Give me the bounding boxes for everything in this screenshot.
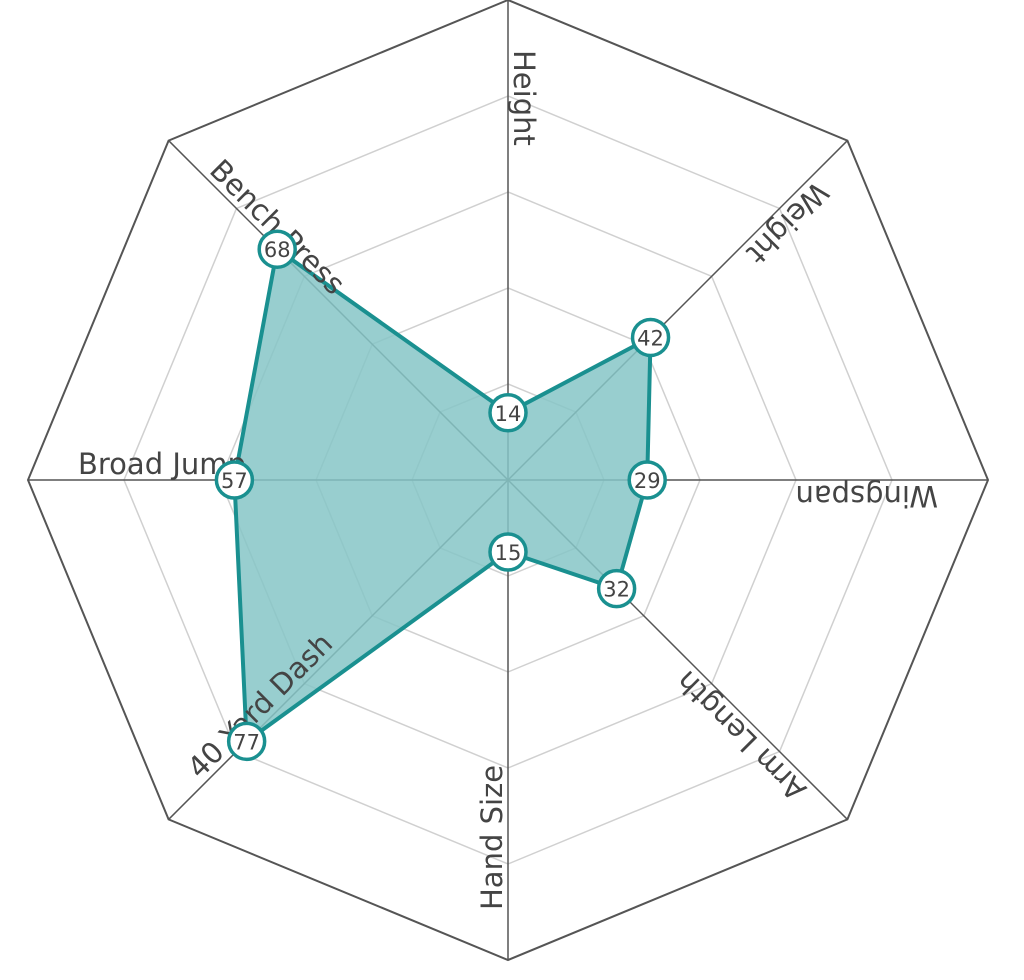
data-point <box>257 229 297 269</box>
axis-label: Wingspan <box>795 479 938 513</box>
data-point <box>214 460 255 500</box>
axis-label-group: Hand Size <box>475 765 509 910</box>
data-label: 77 <box>233 730 260 754</box>
axis-label: Hand Size <box>475 765 509 910</box>
axis-label: Weight <box>740 175 835 270</box>
data-label: 68 <box>264 238 291 262</box>
axis-label-group: Wingspan <box>795 479 938 513</box>
data-label: 42 <box>637 326 664 350</box>
data-label: 29 <box>634 469 661 493</box>
data-point <box>630 317 671 358</box>
axis-label-group: Height <box>507 50 541 146</box>
data-point <box>488 393 528 433</box>
axis-label: Height <box>507 50 541 146</box>
data-point <box>226 721 267 762</box>
data-label: 32 <box>603 578 630 602</box>
data-point <box>596 568 637 609</box>
data-label: 14 <box>495 402 522 426</box>
axis-label-group: Arm Length <box>669 664 812 807</box>
data-point <box>627 460 667 500</box>
data-label: 57 <box>221 469 248 493</box>
axis-label: Arm Length <box>669 664 812 807</box>
data-label: 15 <box>495 541 522 565</box>
axis-label-group: Weight <box>740 175 835 270</box>
data-point <box>488 532 528 572</box>
